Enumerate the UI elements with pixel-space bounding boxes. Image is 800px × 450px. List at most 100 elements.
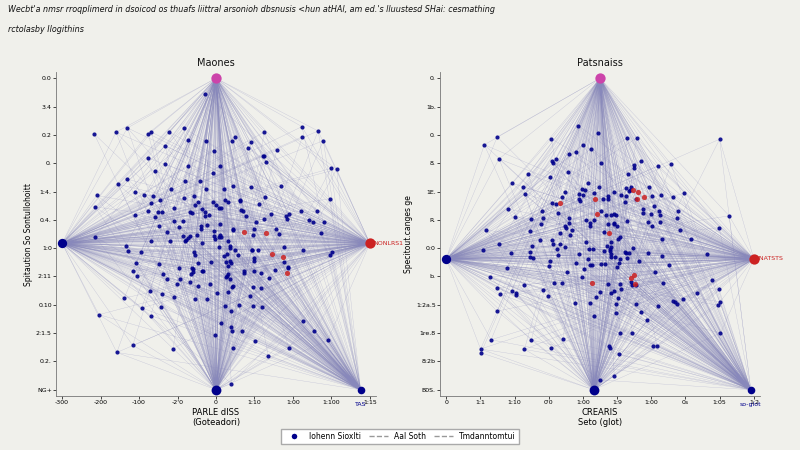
Point	[602, 281, 614, 288]
Point	[646, 192, 658, 199]
Point	[634, 309, 647, 316]
Point	[690, 289, 703, 297]
Point	[622, 187, 635, 194]
Point	[206, 198, 219, 206]
Point	[666, 297, 679, 304]
Point	[182, 136, 194, 144]
Y-axis label: Spitaution So Sontullohoitt: Spitaution So Sontullohoitt	[24, 183, 33, 285]
Point	[161, 228, 174, 235]
Point	[588, 312, 601, 319]
Point	[630, 282, 642, 289]
Point	[186, 266, 199, 273]
Point	[593, 184, 606, 191]
Point	[326, 249, 339, 256]
Point	[578, 265, 590, 272]
Point	[655, 252, 668, 259]
Point	[626, 329, 638, 337]
Point	[603, 248, 616, 255]
Point	[485, 336, 498, 343]
Point	[546, 237, 558, 244]
Point	[547, 240, 560, 248]
Point	[627, 271, 640, 279]
Point	[184, 233, 197, 240]
Point	[196, 267, 209, 274]
Point	[544, 174, 557, 181]
Point	[111, 181, 124, 188]
Point	[623, 186, 636, 194]
Point	[188, 296, 201, 303]
Point	[322, 337, 334, 344]
Point	[222, 198, 234, 205]
Point	[712, 302, 725, 309]
Point	[231, 252, 244, 259]
Point	[220, 250, 233, 257]
Point	[625, 274, 638, 282]
Point	[602, 220, 614, 227]
Point	[282, 265, 294, 272]
Point	[548, 279, 561, 287]
Point	[318, 219, 331, 226]
Point	[130, 272, 143, 279]
Point	[158, 160, 171, 167]
Point	[722, 212, 735, 220]
Point	[199, 186, 212, 193]
Point	[223, 243, 236, 250]
Point	[594, 75, 606, 82]
Point	[560, 225, 573, 232]
Point	[490, 307, 503, 315]
Point	[90, 192, 103, 199]
Point	[214, 162, 226, 170]
Point	[156, 290, 169, 297]
Point	[554, 199, 566, 206]
Text: NONLRS1: NONLRS1	[373, 241, 403, 246]
Point	[128, 189, 141, 196]
Point	[615, 286, 628, 293]
Point	[484, 274, 497, 281]
Point	[706, 276, 718, 284]
Point	[630, 135, 643, 142]
Point	[607, 189, 620, 196]
Point	[258, 153, 270, 160]
Point	[547, 159, 560, 166]
Point	[714, 135, 726, 143]
Point	[88, 130, 101, 137]
Point	[490, 284, 503, 292]
Point	[599, 261, 612, 268]
Point	[582, 180, 594, 187]
Point	[247, 255, 260, 262]
Point	[602, 342, 615, 349]
Point	[196, 267, 209, 274]
Point	[154, 197, 166, 204]
Point	[203, 280, 216, 288]
Point	[646, 342, 659, 350]
Point	[650, 342, 663, 350]
Point	[562, 214, 575, 221]
Title: Maones: Maones	[197, 58, 235, 68]
Point	[257, 216, 270, 223]
Point	[213, 234, 226, 241]
Point	[537, 286, 550, 293]
Point	[623, 250, 636, 257]
Point	[562, 150, 575, 158]
Point	[166, 345, 179, 352]
Point	[237, 207, 250, 215]
Point	[330, 166, 343, 173]
Point	[654, 218, 666, 225]
Point	[627, 245, 640, 252]
Point	[590, 293, 602, 301]
Point	[153, 260, 166, 267]
Point	[259, 158, 272, 166]
Point	[157, 271, 170, 278]
Point	[631, 189, 644, 196]
Point	[554, 229, 566, 236]
Point	[317, 137, 330, 144]
Point	[182, 163, 194, 170]
Point	[618, 248, 631, 255]
Point	[196, 206, 209, 213]
Point	[620, 185, 633, 192]
Point	[591, 210, 604, 217]
Point	[585, 145, 598, 152]
Point	[604, 344, 617, 351]
Point	[657, 280, 670, 287]
Point	[586, 279, 599, 286]
